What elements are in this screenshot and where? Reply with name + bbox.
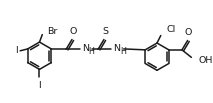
Text: O: O bbox=[185, 28, 192, 37]
Text: N: N bbox=[82, 44, 89, 53]
Text: O: O bbox=[69, 27, 77, 36]
Text: H: H bbox=[88, 47, 94, 56]
Text: Br: Br bbox=[47, 28, 57, 36]
Text: S: S bbox=[102, 27, 108, 36]
Text: H: H bbox=[120, 47, 126, 56]
Text: OH: OH bbox=[199, 56, 213, 65]
Text: I: I bbox=[38, 81, 41, 90]
Text: N: N bbox=[114, 44, 121, 53]
Text: Cl: Cl bbox=[166, 25, 176, 34]
Text: I: I bbox=[16, 46, 18, 55]
